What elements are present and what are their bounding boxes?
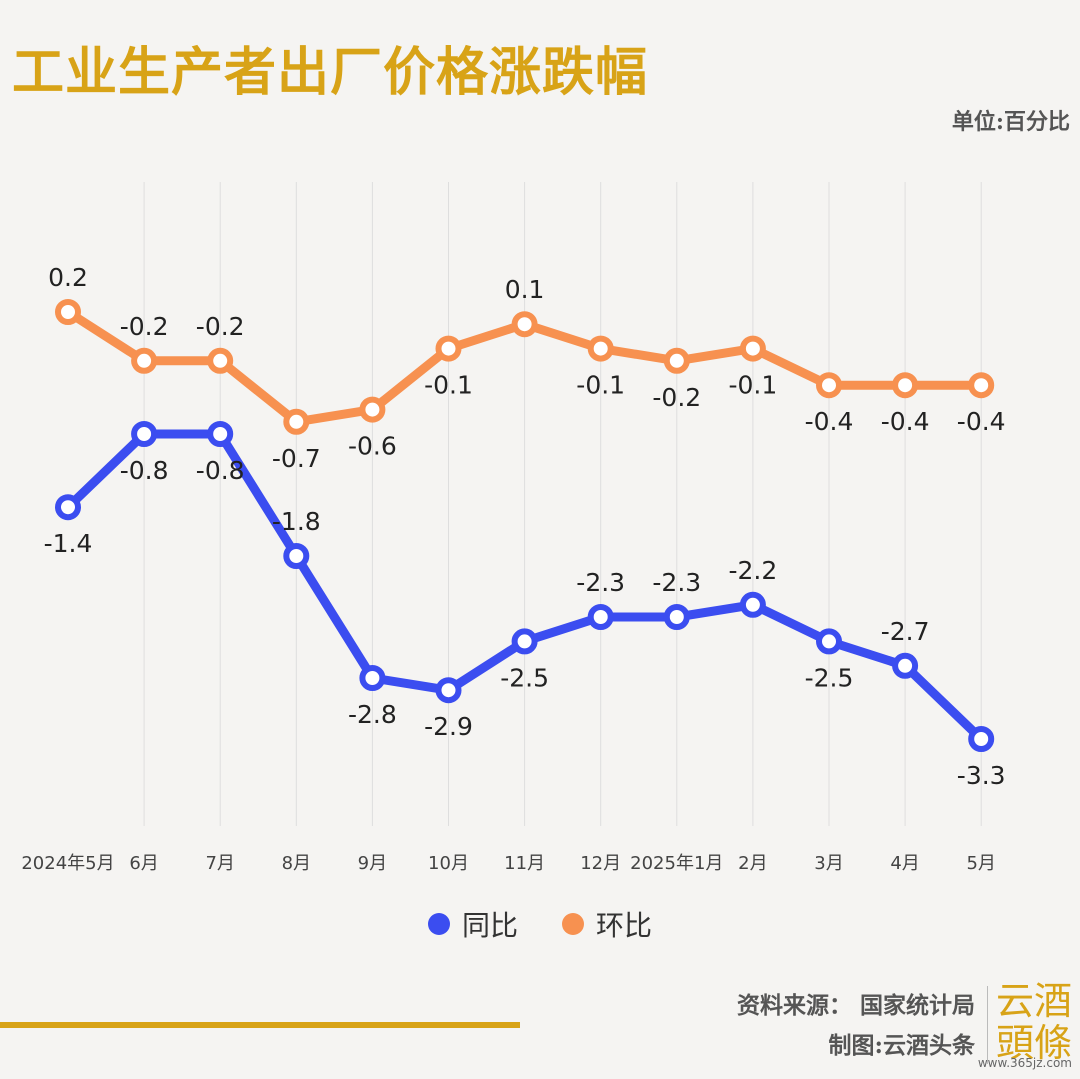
x-tick-label: 3月: [814, 853, 843, 874]
brand-logo: 云酒 頭條: [994, 980, 1074, 1064]
data-point: [663, 604, 690, 630]
logo-line-2: 頭條: [995, 1021, 1072, 1065]
data-label: -0.8: [196, 456, 245, 485]
data-label: -0.6: [348, 432, 397, 461]
data-label: -2.3: [576, 568, 625, 597]
logo-divider: [987, 986, 988, 1064]
data-label: -3.3: [957, 761, 1006, 790]
data-label: -2.7: [881, 617, 930, 646]
data-point: [587, 335, 614, 362]
data-label: -2.9: [424, 712, 473, 741]
data-point: [435, 335, 462, 362]
data-label: -2.3: [652, 568, 701, 597]
x-tick-label: 10月: [428, 853, 469, 874]
data-label: -0.4: [957, 407, 1006, 436]
source-text: 资料来源： 国家统计局: [736, 992, 975, 1019]
data-label: -0.4: [805, 407, 854, 436]
data-label: -0.2: [196, 312, 245, 341]
data-point: [207, 421, 234, 447]
data-point: [131, 347, 158, 374]
data-label: -2.2: [729, 556, 778, 585]
data-label: -0.1: [424, 371, 473, 400]
data-label: 0.2: [48, 263, 88, 292]
data-point: [892, 372, 919, 399]
logo-line-1: 云酒: [995, 979, 1072, 1023]
x-tick-label: 12月: [580, 853, 621, 874]
data-point: [816, 628, 842, 655]
data-point: [131, 421, 158, 447]
legend-item-mom[interactable]: 环比: [562, 904, 652, 944]
legend-dot-yoy: [427, 913, 450, 935]
data-point: [55, 494, 81, 521]
data-point: [283, 408, 310, 435]
data-label: -0.7: [272, 444, 321, 473]
data-point: [968, 372, 995, 399]
data-point: [435, 677, 462, 704]
legend-item-yoy[interactable]: 同比: [427, 904, 518, 944]
data-label: -0.1: [729, 371, 778, 400]
x-tick-label: 9月: [358, 853, 387, 874]
data-point: [359, 665, 386, 691]
data-label: -2.8: [348, 700, 397, 729]
data-label: -0.4: [881, 407, 930, 436]
x-tick-label: 2025年1月: [630, 853, 723, 874]
chart-title: 工业生产者出厂价格涨跌幅: [12, 42, 649, 103]
data-label: 0.1: [505, 275, 545, 304]
data-label: -0.2: [120, 312, 169, 341]
x-tick-label: 7月: [205, 853, 234, 874]
data-label: -0.2: [652, 383, 701, 412]
data-label: -2.5: [805, 663, 854, 692]
x-tick-label: 2024年5月: [21, 853, 114, 874]
data-point: [739, 591, 766, 618]
source-block: 资料来源： 国家统计局 制图:云酒头条: [737, 986, 975, 1066]
x-tick-label: 6月: [129, 853, 158, 874]
data-point: [511, 628, 538, 655]
data-point: [968, 726, 995, 752]
maker-text: 制图:云酒头条: [828, 1032, 976, 1059]
footer-accent-line: [0, 1022, 520, 1028]
data-point: [816, 372, 842, 399]
x-tick-label: 2月: [738, 853, 767, 874]
data-point: [55, 299, 81, 325]
data-point: [587, 604, 614, 630]
site-watermark: www.365jz.com: [977, 1056, 1072, 1070]
data-point: [207, 347, 234, 374]
unit-label: 单位:百分比: [951, 109, 1070, 135]
x-tick-label: 8月: [282, 853, 311, 874]
data-point: [359, 396, 386, 423]
data-point: [511, 311, 538, 338]
legend-label-mom: 环比: [596, 909, 653, 942]
legend-label-yoy: 同比: [461, 909, 518, 942]
data-point: [892, 652, 919, 679]
data-label: -1.8: [272, 507, 321, 536]
data-label: -0.8: [120, 456, 169, 485]
legend-dot-mom: [562, 913, 584, 935]
x-tick-label: 11月: [504, 853, 545, 874]
legend: 同比 环比: [0, 904, 1080, 944]
data-point: [739, 335, 766, 362]
line-chart: 2024年5月 6月 7月 8月 9月 10月 11月 12月 2025年1月 2月 3月 4月 5月 -…: [21, 182, 1006, 874]
data-point: [283, 543, 310, 569]
data-label: -1.4: [44, 529, 93, 558]
data-label: -2.5: [500, 663, 549, 692]
data-label: -0.1: [576, 371, 625, 400]
x-tick-label: 5月: [966, 853, 995, 874]
x-tick-label: 4月: [890, 853, 919, 874]
data-point: [663, 347, 690, 374]
